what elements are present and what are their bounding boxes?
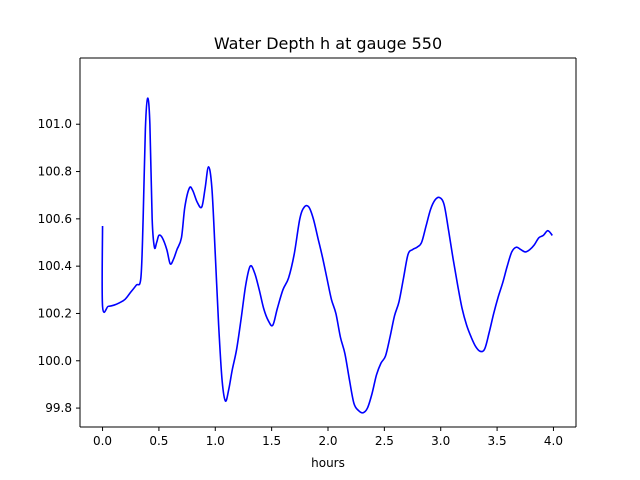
x-tick-label: 0.5 (149, 434, 168, 448)
plot-area (80, 58, 576, 427)
x-tick-label: 3.0 (431, 434, 450, 448)
x-tick-label: 2.0 (318, 434, 337, 448)
y-tick-label: 100.2 (38, 306, 72, 320)
series-line (101, 97, 553, 414)
y-tick-label: 100.4 (38, 259, 72, 273)
x-tick-label: 0.0 (93, 434, 112, 448)
series-layer (101, 97, 553, 414)
x-tick-label: 3.5 (488, 434, 507, 448)
y-tick-label: 99.8 (45, 401, 72, 415)
x-tick-label: 4.0 (544, 434, 563, 448)
x-axis-ticks: 0.0 0.5 1.0 1.5 2.0 2.5 3.0 3.5 4.0 (93, 427, 563, 448)
x-tick-label: 2.5 (375, 434, 394, 448)
y-axis-ticks: 99.8 100.0 100.2 100.4 100.6 100.8 101.0 (38, 117, 80, 415)
y-tick-label: 100.8 (38, 165, 72, 179)
x-axis-label: hours (311, 456, 345, 470)
y-tick-label: 100.0 (38, 354, 72, 368)
x-tick-label: 1.0 (206, 434, 225, 448)
chart-title: Water Depth h at gauge 550 (214, 34, 442, 53)
y-tick-label: 101.0 (38, 117, 72, 131)
y-tick-label: 100.6 (38, 212, 72, 226)
x-tick-label: 1.5 (262, 434, 281, 448)
